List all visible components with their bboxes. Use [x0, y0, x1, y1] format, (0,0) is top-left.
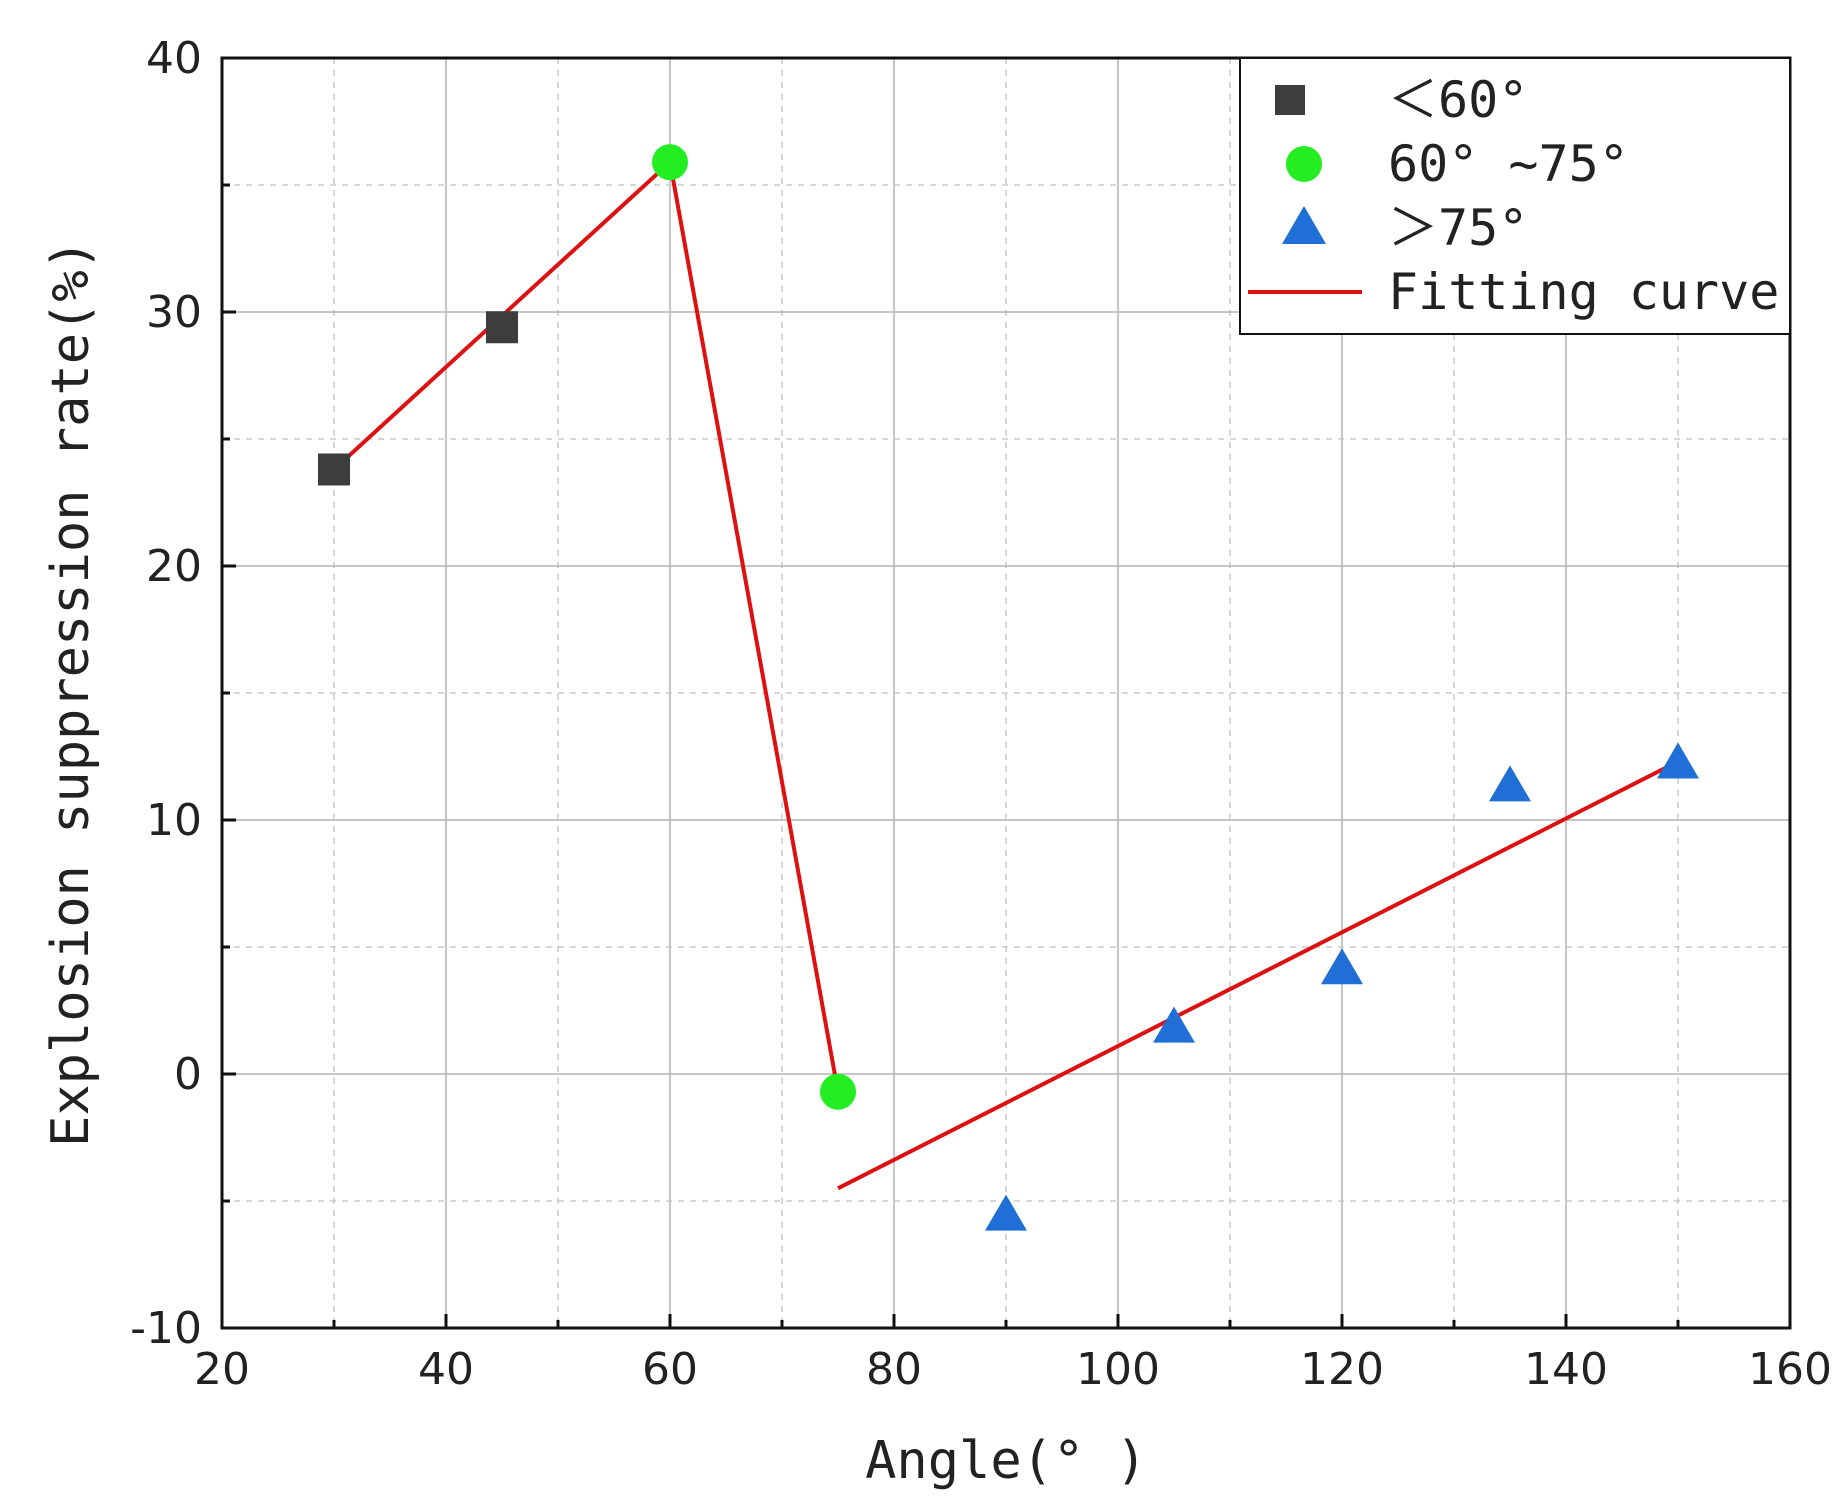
- y-tick-labels: -10 0 10 20 30 40: [130, 33, 202, 1354]
- axis-ticks: [220, 56, 1792, 1330]
- x-tick-label: 140: [1524, 1344, 1608, 1395]
- triangle-data-point: [1489, 765, 1531, 802]
- triangle-data-point: [985, 1194, 1027, 1231]
- x-tick-label: 160: [1748, 1344, 1832, 1395]
- y-tick-label: 30: [146, 287, 202, 338]
- y-tick-label: -10: [130, 1303, 202, 1354]
- x-tick-label: 120: [1300, 1344, 1384, 1395]
- legend-label-below-60: ＜60°: [1388, 71, 1528, 129]
- triangle-data-point: [1657, 742, 1699, 779]
- y-tick-label: 40: [146, 33, 202, 84]
- y-tick-label: 20: [146, 541, 202, 592]
- legend-label-above-75: ＞75°: [1388, 199, 1528, 257]
- x-axis-title: Angle(° ): [865, 1431, 1147, 1491]
- x-tick-label: 40: [418, 1344, 474, 1395]
- fitting-curve-segment: [837, 759, 1679, 1191]
- data-markers: [318, 144, 1699, 1231]
- y-tick-label: 0: [174, 1049, 202, 1100]
- legend-label-60-to-75: 60° ~75°: [1388, 135, 1629, 193]
- y-tick-label: 10: [146, 795, 202, 846]
- x-tick-label: 80: [866, 1344, 922, 1395]
- triangle-data-point: [1153, 1006, 1195, 1043]
- y-axis-title: Explosion suppression rate(%): [41, 239, 101, 1147]
- triangle-data-point: [1321, 948, 1363, 985]
- legend: ＜60° 60° ~75° ＞75° Fitting curve: [1239, 57, 1791, 335]
- legend-box: [1239, 57, 1791, 335]
- circle-data-point: [652, 144, 688, 181]
- square-data-point: [486, 311, 518, 344]
- legend-square-icon: [1275, 85, 1305, 115]
- x-tick-labels: 20 40 60 80 100 120 140 160: [194, 1344, 1832, 1395]
- x-tick-label: 20: [194, 1344, 250, 1395]
- legend-circle-icon: [1286, 146, 1322, 182]
- square-data-point: [318, 453, 350, 486]
- x-tick-label: 100: [1076, 1344, 1160, 1395]
- circle-data-point: [820, 1073, 856, 1110]
- fitting-curve-segment: [668, 161, 840, 1093]
- legend-label-fitting-curve: Fitting curve: [1388, 263, 1779, 321]
- legend-triangle-icon: [1282, 206, 1326, 244]
- x-tick-label: 60: [642, 1344, 698, 1395]
